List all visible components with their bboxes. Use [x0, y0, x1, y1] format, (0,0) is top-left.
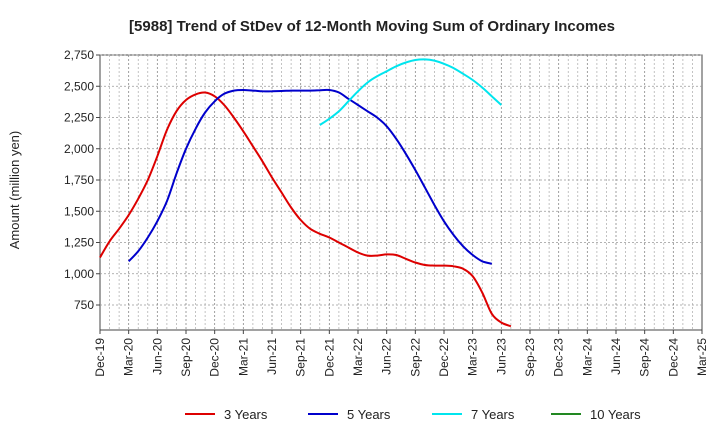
x-tick-label: Sep-20: [179, 338, 193, 377]
legend-label: 5 Years: [347, 407, 391, 422]
x-axis-ticks: Dec-19 Mar-20 Jun-20 Sep-20 Dec-20 Mar-21 Jun-…: [93, 330, 709, 377]
y-tick-label: 1,500: [64, 204, 94, 218]
x-tick-label: Dec-19: [93, 338, 107, 377]
legend: 3 Years 5 Years 7 Years 10 Years: [185, 407, 641, 422]
x-tick-label: Mar-22: [351, 338, 365, 376]
grid: [100, 54, 702, 330]
y-tick-label: 1,000: [64, 267, 94, 281]
series-line-2: [127, 88, 493, 265]
series-line-3: [319, 58, 502, 126]
x-tick-label: Jun-20: [150, 338, 164, 375]
x-tick-label: Dec-24: [666, 338, 680, 377]
y-tick-label: 750: [74, 298, 94, 312]
y-tick-label: 2,500: [64, 79, 94, 93]
x-tick-label: Dec-22: [437, 338, 451, 377]
y-tick-label: 2,750: [64, 48, 94, 62]
x-tick-label: Mar-24: [580, 338, 594, 376]
y-axis-ticks: 750 1,000 1,250 1,500 1,750 2,000 2,250 2,500 2,…: [64, 48, 100, 312]
plot-area: [99, 54, 703, 331]
chart-title: [5988] Trend of StDev of 12-Month Moving…: [129, 18, 615, 35]
x-tick-label: Dec-23: [552, 338, 566, 377]
y-tick-label: 1,750: [64, 173, 94, 187]
legend-label: 10 Years: [590, 407, 641, 422]
y-tick-label: 2,000: [64, 142, 94, 156]
x-tick-label: Mar-20: [122, 338, 136, 376]
y-axis-label: Amount (million yen): [7, 131, 22, 250]
series-group: [99, 58, 512, 328]
x-tick-label: Mar-21: [236, 338, 250, 376]
x-tick-label: Sep-21: [294, 338, 308, 377]
x-tick-label: Jun-23: [494, 338, 508, 375]
x-tick-label: Dec-21: [322, 338, 336, 377]
y-tick-label: 1,250: [64, 236, 94, 250]
series-line-1: [99, 91, 512, 328]
x-tick-label: Jun-24: [609, 338, 623, 375]
x-tick-label: Sep-23: [523, 338, 537, 377]
x-tick-label: Jun-21: [265, 338, 279, 375]
legend-label: 3 Years: [224, 407, 268, 422]
x-tick-label: Sep-24: [638, 338, 652, 377]
x-tick-label: Mar-25: [695, 338, 709, 376]
x-tick-label: Dec-20: [208, 338, 222, 377]
x-tick-label: Jun-22: [380, 338, 394, 375]
legend-label: 7 Years: [471, 407, 515, 422]
y-tick-label: 2,250: [64, 111, 94, 125]
x-tick-label: Sep-22: [408, 338, 422, 377]
x-tick-label: Mar-23: [466, 338, 480, 376]
